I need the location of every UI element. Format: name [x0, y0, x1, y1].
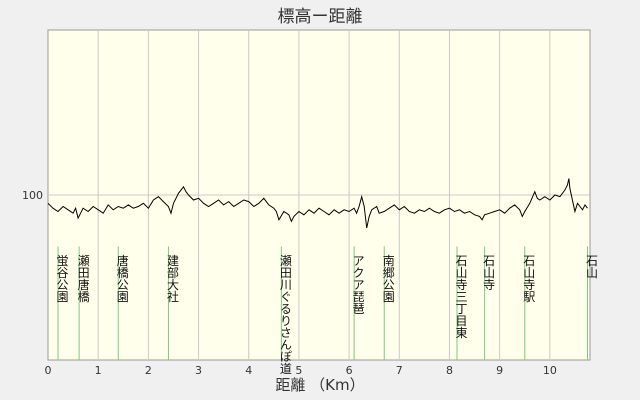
annotation-label: 唐橋公園 [115, 253, 129, 302]
annotation-label: 瀬田川ぐるりさんぽ道 [278, 254, 292, 374]
x-tick-label: 8 [446, 364, 453, 377]
annotation-label: 蛍谷公園 [55, 254, 69, 302]
y-tick-labels: 100 [22, 189, 43, 202]
annotation-lines [57, 246, 588, 360]
y-tick-label: 100 [22, 189, 43, 202]
grid-lines [48, 30, 590, 360]
x-tick-label: 0 [45, 364, 52, 377]
x-tick-labels: 0 1 2 3 4 5 6 7 8 9 10 [45, 364, 557, 377]
annotation-label: 建部大社 [165, 254, 179, 302]
annotation-label: 石山 [584, 254, 598, 278]
x-tick-label: 7 [396, 364, 403, 377]
x-tick-label: 5 [295, 364, 302, 377]
x-tick-label: 3 [195, 364, 202, 377]
x-tick-label: 10 [543, 364, 557, 377]
annotation-label: 石山寺 [482, 254, 496, 290]
annotation-label: 石山寺駅 [522, 254, 536, 303]
x-tick-label: 9 [496, 364, 503, 377]
x-axis-label: 距離 （Km） [275, 376, 364, 394]
series-line [47, 178, 588, 229]
x-tick-label: 4 [245, 364, 252, 377]
x-tick-label: 2 [145, 364, 152, 377]
x-tick-label: 1 [95, 364, 102, 377]
annotation-label: 石山寺三丁目東 [454, 254, 468, 338]
x-tick-label: 6 [346, 364, 353, 377]
chart-title: 標高ー距離 [278, 7, 363, 27]
annotation-label: 南郷公園 [381, 253, 395, 302]
annotation-label: 瀬田唐橋 [76, 254, 90, 303]
annotation-label: アクア琵琶 [351, 254, 365, 314]
annotation-labels: 蛍谷公園 瀬田唐橋 唐橋公園 建部大社 瀬田川ぐるりさんぽ道 アクア琵琶 南郷公園 石山寺三丁… [55, 253, 598, 374]
